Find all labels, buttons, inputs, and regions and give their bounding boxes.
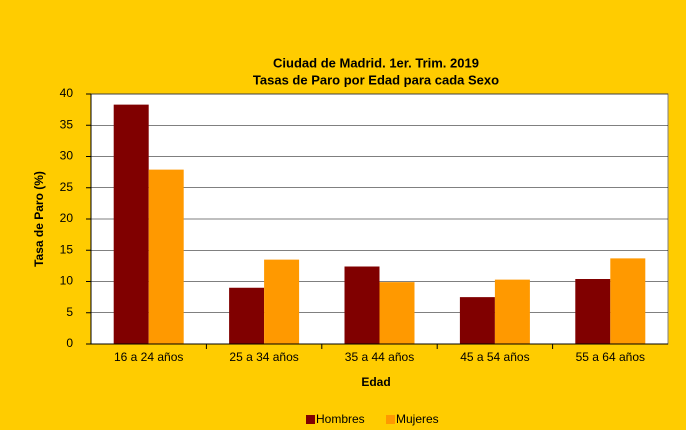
y-tick-label: 0	[66, 336, 73, 350]
legend-swatch	[386, 415, 395, 424]
bar	[459, 297, 495, 344]
x-tick-label: 55 a 64 años	[576, 350, 645, 364]
legend-label: Hombres	[316, 412, 365, 426]
x-axis-label: Edad	[361, 375, 390, 389]
x-tick-label: 16 a 24 años	[114, 350, 183, 364]
chart-title: Ciudad de Madrid. 1er. Trim. 2019	[273, 55, 479, 70]
legend-swatch	[306, 415, 315, 424]
x-tick-label: 25 a 34 años	[229, 350, 298, 364]
bar	[494, 279, 530, 344]
bar	[264, 259, 300, 344]
y-axis-label: Tasa de Paro (%)	[32, 171, 46, 267]
y-tick-label: 25	[60, 180, 74, 194]
y-tick-label: 15	[60, 242, 74, 256]
legend-label: Mujeres	[396, 412, 439, 426]
y-tick-label: 40	[60, 86, 74, 100]
y-tick-label: 35	[60, 117, 74, 131]
chart-subtitle: Tasas de Paro por Edad para cada Sexo	[253, 72, 499, 87]
x-tick-label: 35 a 44 años	[345, 350, 414, 364]
bar	[113, 104, 149, 344]
x-tick-label: 45 a 54 años	[460, 350, 529, 364]
bar	[610, 258, 646, 344]
y-tick-label: 30	[60, 149, 74, 163]
bar	[379, 282, 415, 344]
bar	[575, 279, 611, 344]
bar	[229, 287, 265, 344]
y-tick-label: 10	[60, 274, 74, 288]
y-tick-label: 20	[60, 211, 74, 225]
bar	[148, 169, 184, 344]
y-tick-label: 5	[66, 305, 73, 319]
bar	[344, 266, 380, 344]
